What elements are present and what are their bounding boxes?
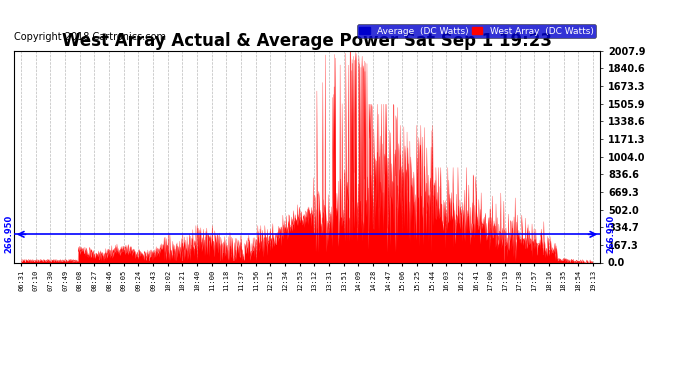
Legend: Average  (DC Watts), West Array  (DC Watts): Average (DC Watts), West Array (DC Watts… xyxy=(357,24,595,38)
Text: 266.950: 266.950 xyxy=(5,215,14,254)
Title: West Array Actual & Average Power Sat Sep 1 19:23: West Array Actual & Average Power Sat Se… xyxy=(62,33,552,51)
Text: Copyright 2018 Cartronics.com: Copyright 2018 Cartronics.com xyxy=(14,32,166,42)
Text: 266.950: 266.950 xyxy=(606,215,615,254)
